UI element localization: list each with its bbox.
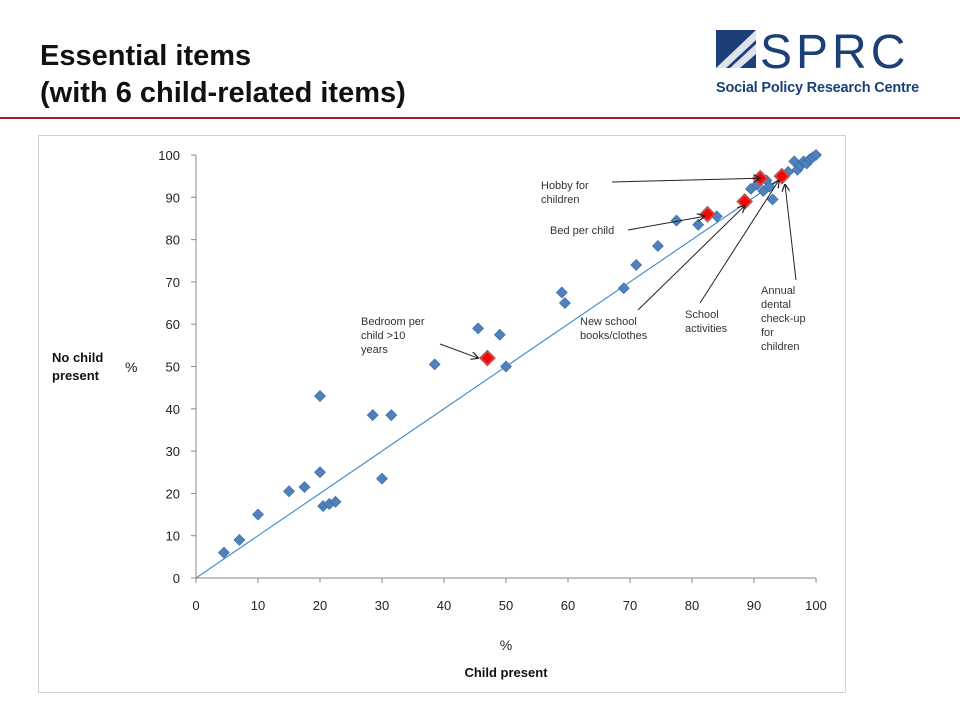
annotation-label: activities bbox=[685, 323, 728, 335]
x-tick-label: 40 bbox=[437, 598, 451, 613]
data-point bbox=[428, 358, 441, 371]
y-axis-unit: % bbox=[125, 359, 137, 375]
title-line-2: (with 6 child-related items) bbox=[40, 77, 406, 109]
annotation-label: children bbox=[541, 194, 580, 206]
data-point bbox=[233, 534, 246, 546]
annotation-arrow bbox=[637, 206, 745, 311]
annotation-arrow bbox=[785, 185, 797, 281]
data-point bbox=[385, 409, 398, 422]
x-tick-label: 90 bbox=[747, 598, 761, 613]
highlighted-data-point bbox=[478, 349, 496, 367]
chart-frame bbox=[38, 135, 846, 693]
x-tick-label: 60 bbox=[561, 598, 575, 613]
logo-text: SPRC bbox=[760, 28, 909, 78]
annotation-arrow bbox=[699, 180, 779, 304]
logo-subtitle: Social Policy Research Centre bbox=[716, 80, 919, 96]
annotation-label: check-up bbox=[761, 313, 806, 325]
annotation-arrow bbox=[439, 343, 478, 358]
sprc-logo: SPRC Social Policy Research Centre bbox=[716, 26, 919, 98]
data-point bbox=[555, 286, 568, 299]
x-tick-label: 30 bbox=[375, 598, 389, 613]
annotation-label: New school bbox=[580, 316, 637, 328]
data-point bbox=[500, 360, 512, 373]
annotation-label: Annual bbox=[761, 285, 795, 297]
y-axis-title-line: No child bbox=[52, 350, 103, 365]
y-tick-label: 0 bbox=[173, 571, 180, 586]
data-point bbox=[810, 149, 822, 161]
y-tick-label: 80 bbox=[166, 233, 180, 248]
sprc-logo-mark: SPRC bbox=[716, 26, 909, 79]
data-point bbox=[558, 297, 571, 309]
data-point bbox=[217, 546, 230, 559]
y-tick-label: 40 bbox=[166, 402, 180, 417]
x-tick-label: 80 bbox=[685, 598, 699, 613]
data-point bbox=[630, 259, 643, 271]
y-tick-label: 50 bbox=[166, 360, 180, 375]
data-point bbox=[298, 481, 311, 493]
annotation-arrow bbox=[627, 216, 704, 231]
highlighted-data-point bbox=[699, 205, 716, 223]
x-tick-label: 50 bbox=[499, 598, 513, 613]
data-point bbox=[472, 322, 485, 335]
y-tick-label: 20 bbox=[166, 486, 180, 501]
data-point bbox=[617, 282, 630, 295]
data-point bbox=[376, 472, 388, 485]
annotation-label: Hobby for bbox=[541, 180, 589, 192]
y-tick-label: 100 bbox=[158, 148, 180, 163]
y-tick-label: 70 bbox=[166, 275, 180, 290]
y-axis-title-line: present bbox=[52, 368, 100, 383]
title-line-1: Essential items bbox=[40, 40, 252, 72]
data-point bbox=[670, 214, 683, 227]
data-point bbox=[283, 485, 295, 498]
data-point bbox=[314, 466, 326, 479]
x-tick-label: 100 bbox=[805, 598, 827, 613]
logo-stripes bbox=[716, 30, 756, 68]
annotation-label: Bed per child bbox=[550, 225, 614, 237]
annotation-label: dental bbox=[761, 299, 791, 311]
slide-title: Essential items (with 6 child-related it… bbox=[40, 38, 406, 112]
data-point bbox=[252, 508, 264, 521]
annotation-label: for bbox=[761, 327, 774, 339]
data-point bbox=[692, 218, 705, 231]
annotation-label: School bbox=[685, 309, 719, 321]
annotation-label: child >10 bbox=[361, 330, 405, 342]
data-point bbox=[329, 495, 342, 508]
annotation-label: books/clothes bbox=[580, 330, 648, 342]
data-point bbox=[651, 240, 664, 252]
annotation-label: children bbox=[761, 341, 800, 353]
data-point bbox=[366, 409, 379, 422]
x-tick-label: 10 bbox=[251, 598, 265, 613]
x-tick-label: 0 bbox=[192, 598, 199, 613]
data-point bbox=[493, 328, 506, 341]
annotation-arrow bbox=[611, 178, 760, 183]
header-rule bbox=[0, 117, 960, 119]
x-axis-unit: % bbox=[500, 637, 512, 653]
x-tick-label: 70 bbox=[623, 598, 637, 613]
data-point bbox=[766, 193, 779, 206]
y-tick-label: 30 bbox=[166, 444, 180, 459]
x-tick-label: 20 bbox=[313, 598, 327, 613]
annotation-label: Bedroom per bbox=[361, 316, 425, 328]
x-axis-title: Child present bbox=[464, 665, 548, 680]
data-point bbox=[314, 390, 326, 403]
y-tick-label: 90 bbox=[166, 190, 180, 205]
y-tick-label: 10 bbox=[166, 529, 180, 544]
annotation-label: years bbox=[361, 344, 388, 356]
y-tick-label: 60 bbox=[166, 317, 180, 332]
